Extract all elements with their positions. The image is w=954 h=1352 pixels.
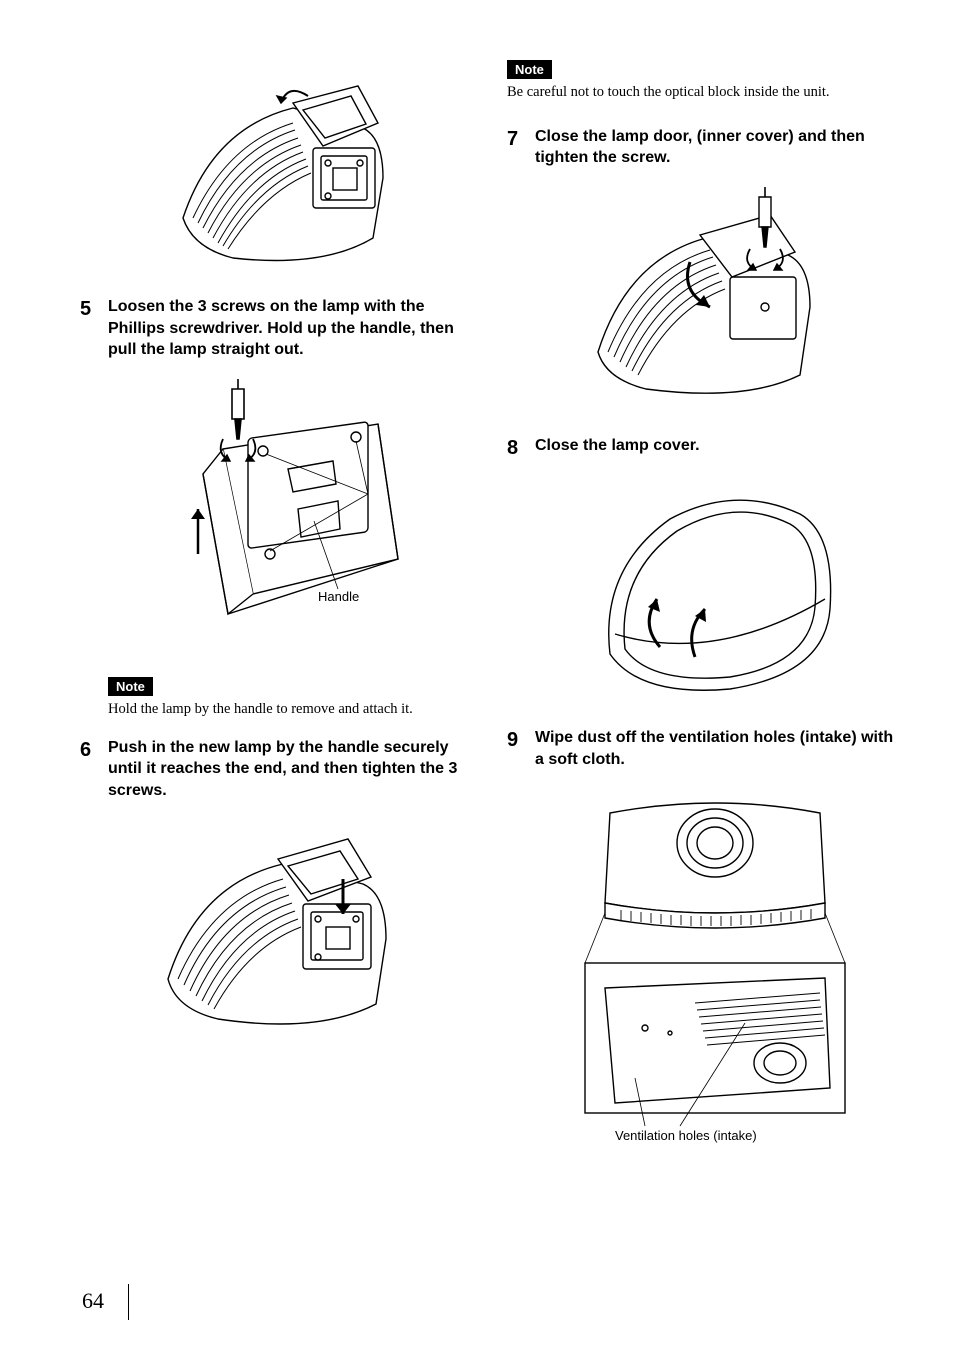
illustration-step4 bbox=[108, 68, 467, 278]
step-6: 6 Push in the new lamp by the handle sec… bbox=[80, 737, 467, 802]
illustration-step8 bbox=[535, 479, 894, 709]
note-step5: Note Hold the lamp by the handle to remo… bbox=[108, 677, 467, 719]
note-badge: Note bbox=[108, 677, 153, 696]
page: 5 Loosen the 3 screws on the lamp with t… bbox=[0, 0, 954, 1201]
step-number: 9 bbox=[507, 727, 535, 770]
step-number: 7 bbox=[507, 126, 535, 169]
step-number: 8 bbox=[507, 435, 535, 461]
step-7: 7 Close the lamp door, (inner cover) and… bbox=[507, 126, 894, 169]
illustration-step9: Ventilation holes (intake) bbox=[535, 788, 894, 1143]
page-rule bbox=[128, 1284, 129, 1320]
step-text: Push in the new lamp by the handle secur… bbox=[108, 737, 467, 802]
step-text: Close the lamp door, (inner cover) and t… bbox=[535, 126, 894, 169]
handle-label: Handle bbox=[318, 589, 359, 604]
note-top: Note Be careful not to touch the optical… bbox=[507, 60, 894, 102]
illustration-step5: Handle bbox=[108, 379, 467, 659]
left-column: 5 Loosen the 3 screws on the lamp with t… bbox=[80, 60, 467, 1161]
illustration-step7 bbox=[535, 187, 894, 417]
step-text: Wipe dust off the ventilation holes (int… bbox=[535, 727, 894, 770]
illustration-step6 bbox=[108, 819, 467, 1049]
step-9: 9 Wipe dust off the ventilation holes (i… bbox=[507, 727, 894, 770]
step-text: Loosen the 3 screws on the lamp with the… bbox=[108, 296, 467, 361]
step-number: 6 bbox=[80, 737, 108, 802]
right-column: Note Be careful not to touch the optical… bbox=[507, 60, 894, 1161]
step-5: 5 Loosen the 3 screws on the lamp with t… bbox=[80, 296, 467, 361]
note-text: Hold the lamp by the handle to remove an… bbox=[108, 700, 467, 719]
note-text: Be careful not to touch the optical bloc… bbox=[507, 83, 894, 102]
step-8: 8 Close the lamp cover. bbox=[507, 435, 894, 461]
vent-label: Ventilation holes (intake) bbox=[615, 1128, 757, 1143]
step-number: 5 bbox=[80, 296, 108, 361]
page-number: 64 bbox=[82, 1288, 104, 1314]
note-badge: Note bbox=[507, 60, 552, 79]
step-text: Close the lamp cover. bbox=[535, 435, 894, 461]
